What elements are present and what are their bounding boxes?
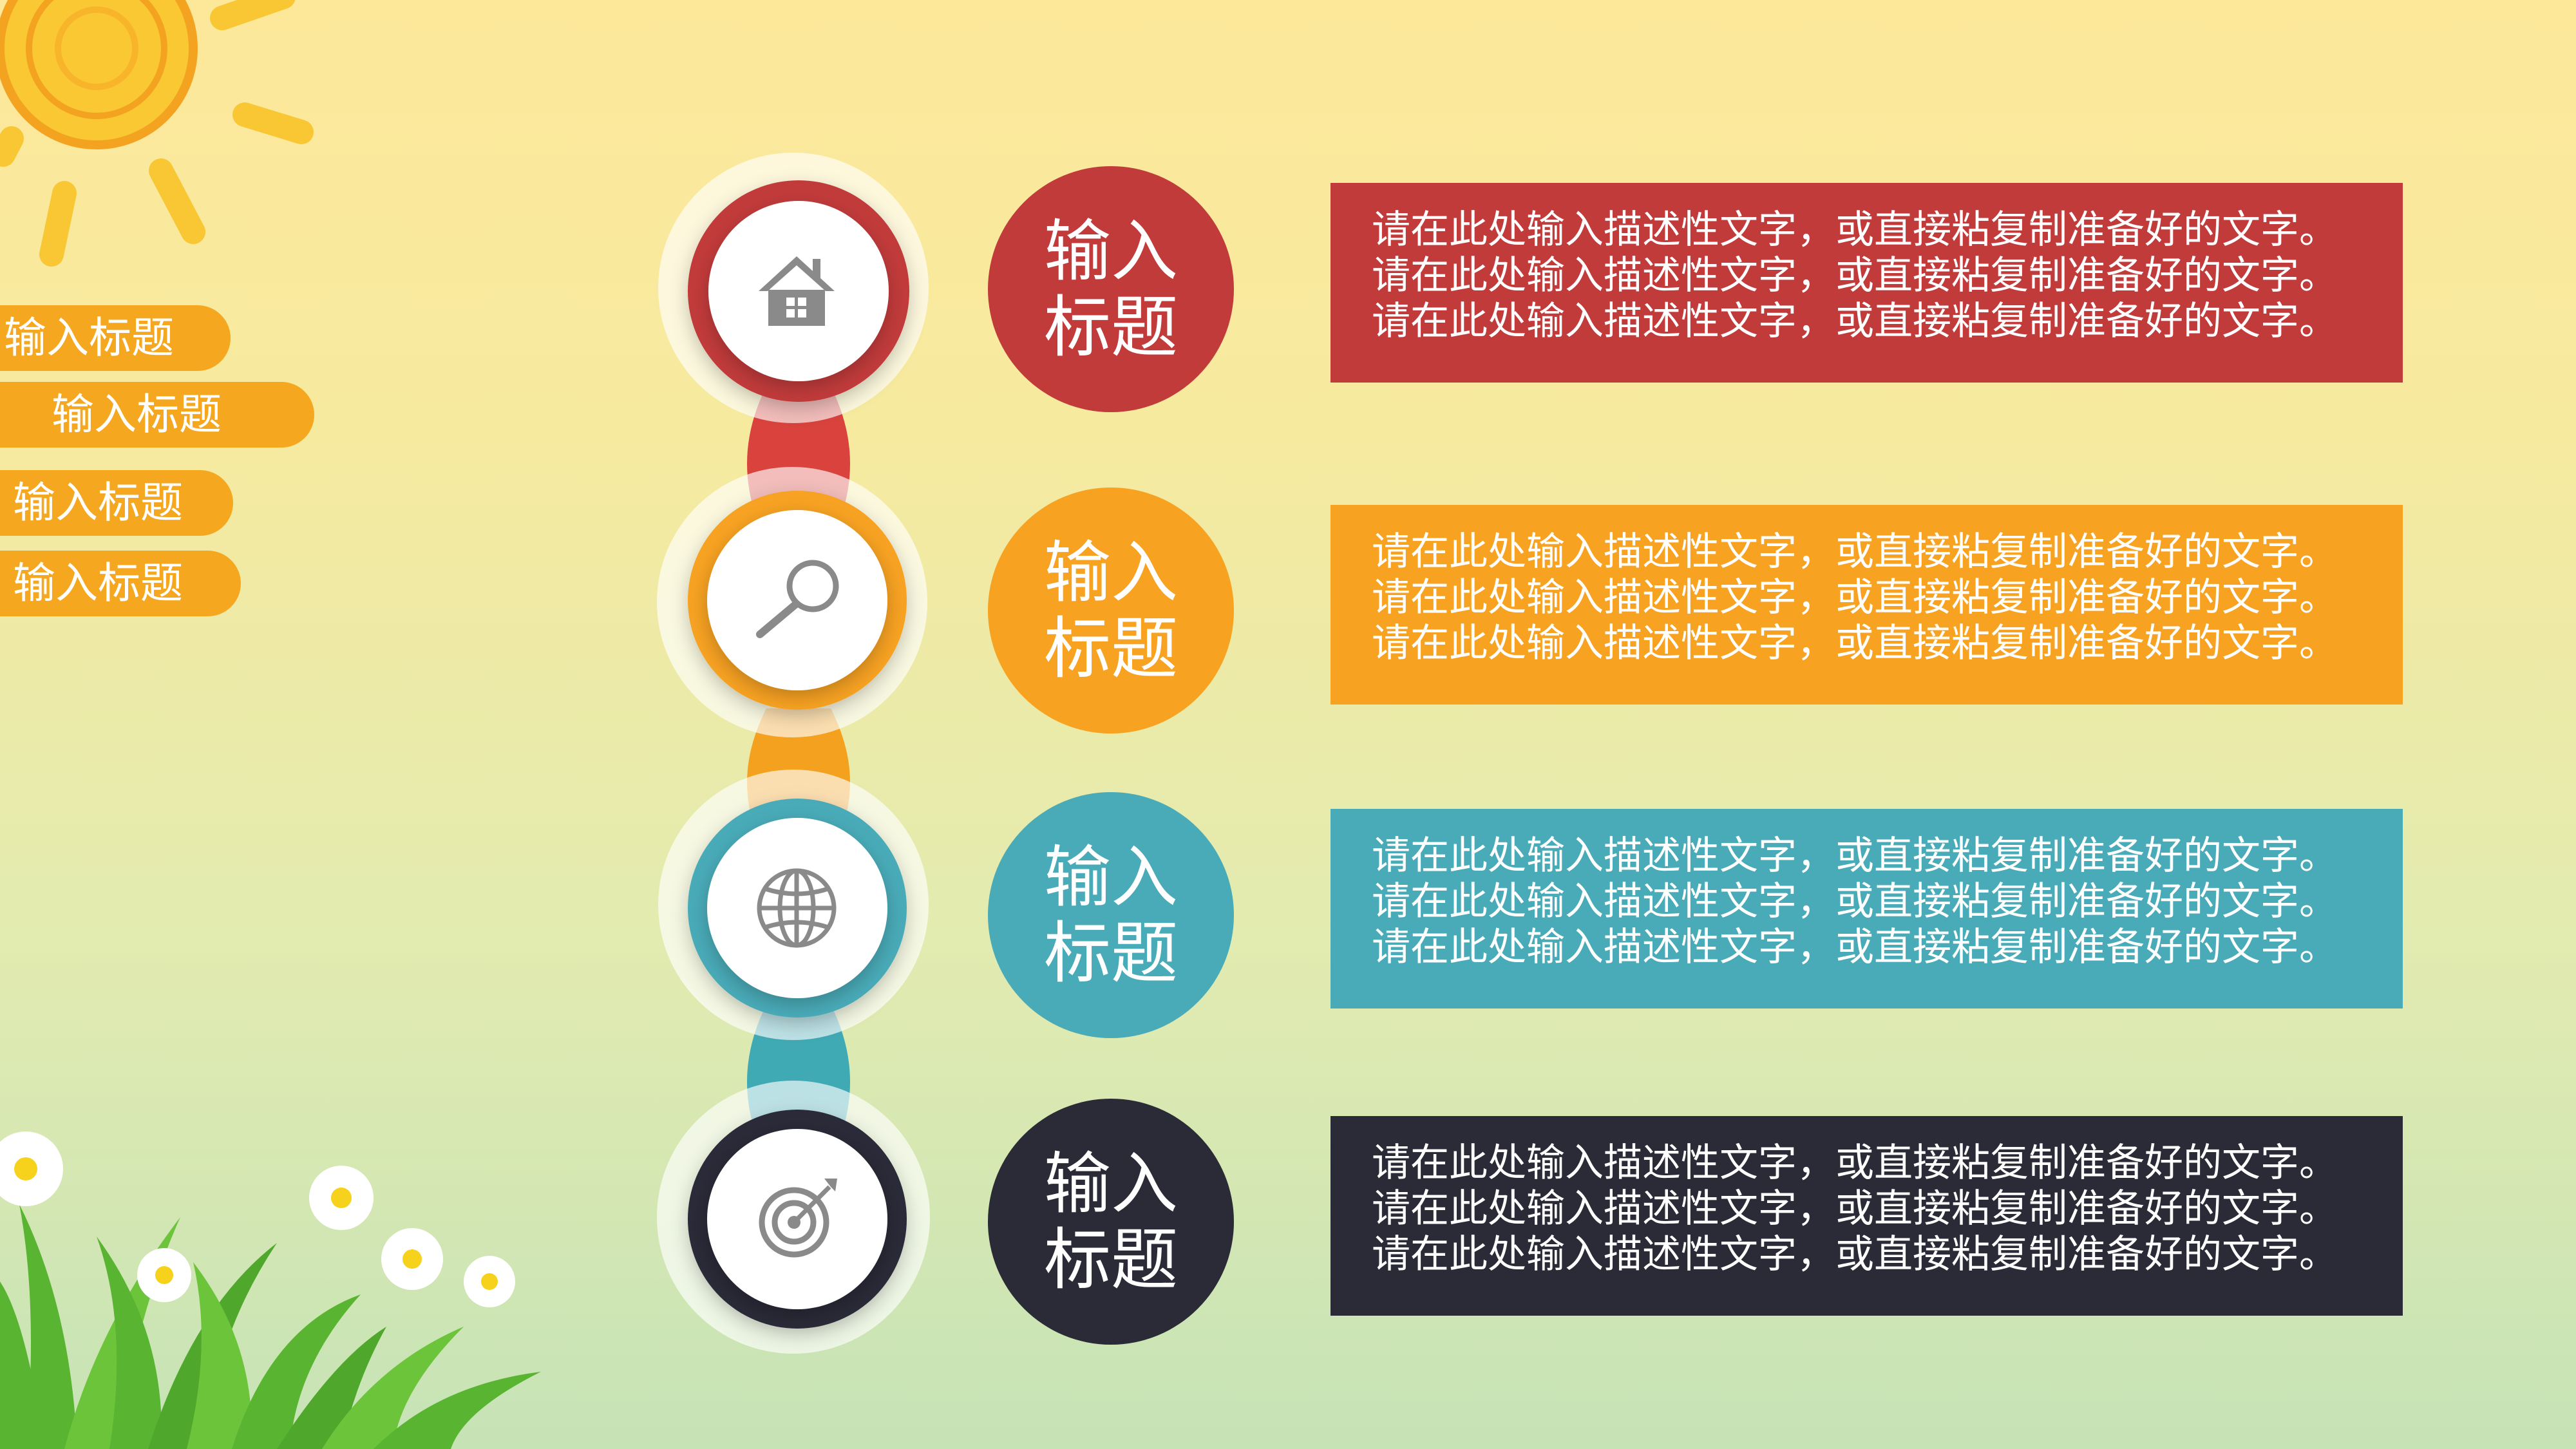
sidebar-tab-2[interactable]: 输入标题 bbox=[0, 382, 314, 448]
step-description-1: 请在此处输入描述性文字，或直接粘复制准备好的文字。请在此处输入描述性文字，或直接… bbox=[1331, 183, 2403, 383]
sidebar-tab-label: 输入标题 bbox=[13, 558, 183, 608]
step-title-text: 输入标题 bbox=[1043, 1144, 1178, 1299]
magnifier-icon bbox=[756, 560, 839, 638]
step-title-2: 输入标题 bbox=[988, 488, 1234, 734]
step-title-text: 输入标题 bbox=[1043, 533, 1178, 688]
sidebar-tab-3[interactable]: 输入标题 bbox=[0, 470, 233, 536]
grass-flowers-illustration bbox=[0, 1132, 541, 1449]
sun-icon bbox=[0, 0, 314, 267]
target-icon bbox=[759, 1179, 837, 1258]
step-description-text: 请在此处输入描述性文字，或直接粘复制准备好的文字。请在此处输入描述性文字，或直接… bbox=[1372, 529, 2338, 666]
step-description-3: 请在此处输入描述性文字，或直接粘复制准备好的文字。请在此处输入描述性文字，或直接… bbox=[1331, 809, 2403, 1009]
step-description-4: 请在此处输入描述性文字，或直接粘复制准备好的文字。请在此处输入描述性文字，或直接… bbox=[1331, 1116, 2403, 1316]
sidebar-tab-1[interactable]: 输入标题 bbox=[0, 305, 231, 371]
step-description-2: 请在此处输入描述性文字，或直接粘复制准备好的文字。请在此处输入描述性文字，或直接… bbox=[1331, 505, 2403, 705]
sidebar-tab-label: 输入标题 bbox=[52, 390, 222, 439]
step-ring-3 bbox=[658, 770, 929, 1040]
sidebar-tab-label: 输入标题 bbox=[4, 313, 174, 363]
globe-icon bbox=[757, 868, 837, 948]
sidebar-tab-label: 输入标题 bbox=[13, 478, 183, 527]
step-ring-1 bbox=[658, 153, 929, 423]
step-description-text: 请在此处输入描述性文字，或直接粘复制准备好的文字。请在此处输入描述性文字，或直接… bbox=[1372, 1141, 2338, 1277]
step-title-text: 输入标题 bbox=[1043, 838, 1178, 992]
step-description-text: 请在此处输入描述性文字，或直接粘复制准备好的文字。请在此处输入描述性文字，或直接… bbox=[1372, 207, 2338, 344]
step-ring-2 bbox=[657, 467, 927, 737]
step-title-4: 输入标题 bbox=[988, 1099, 1234, 1345]
flower-icons bbox=[0, 1132, 515, 1307]
house-icon bbox=[759, 256, 835, 326]
sidebar-tab-4[interactable]: 输入标题 bbox=[0, 551, 241, 616]
step-title-1: 输入标题 bbox=[988, 166, 1234, 412]
step-description-text: 请在此处输入描述性文字，或直接粘复制准备好的文字。请在此处输入描述性文字，或直接… bbox=[1372, 833, 2338, 970]
step-title-text: 输入标题 bbox=[1043, 212, 1178, 366]
step-title-3: 输入标题 bbox=[988, 792, 1234, 1038]
